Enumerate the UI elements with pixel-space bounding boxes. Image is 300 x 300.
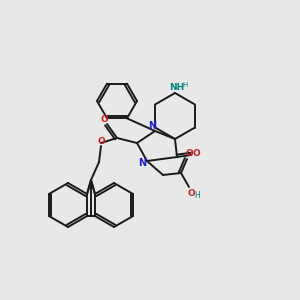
Text: H: H	[182, 82, 188, 88]
Text: N: N	[138, 158, 146, 168]
Text: O: O	[185, 149, 193, 158]
Text: O: O	[97, 136, 105, 146]
Text: O: O	[100, 115, 108, 124]
Text: O: O	[192, 149, 200, 158]
Text: H: H	[194, 190, 200, 200]
Text: N: N	[148, 121, 156, 131]
Text: NH: NH	[169, 83, 184, 92]
Text: O: O	[187, 188, 195, 197]
